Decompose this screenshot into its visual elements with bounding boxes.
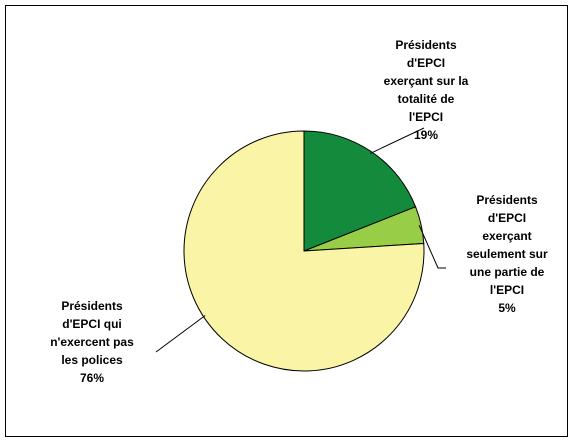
slice-percent-no-police: 76% bbox=[79, 371, 105, 385]
pie-slice-full-territory bbox=[303, 130, 417, 252]
leader-line bbox=[418, 225, 446, 269]
leader-line bbox=[370, 127, 425, 154]
slice-label-partial-territory: Présidents d'EPCI exerçant seulement sur… bbox=[437, 191, 575, 317]
leader-line bbox=[155, 315, 206, 353]
slice-label-no-police: Présidents d'EPCI qui n'exercent pas les… bbox=[17, 297, 167, 387]
slice-label-full-territory: Présidents d'EPCI exerçant sur la totali… bbox=[346, 36, 506, 144]
slice-percent-partial-territory: 5% bbox=[498, 301, 516, 315]
pie-slice-no-police bbox=[183, 130, 425, 372]
chart-frame: Présidents d'EPCI exerçant sur la totali… bbox=[5, 5, 568, 437]
slice-percent-full-territory: 19% bbox=[413, 128, 439, 142]
pie-chart bbox=[155, 127, 446, 372]
